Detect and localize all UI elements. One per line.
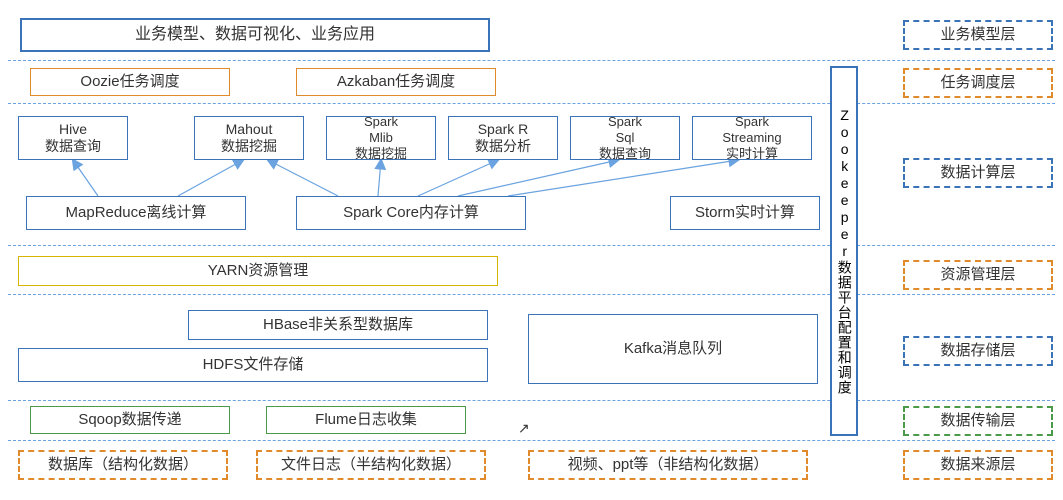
- layer-label-transfer: 数据传输层: [903, 406, 1053, 436]
- layer-separator-4: [8, 400, 1055, 401]
- src-log: 文件日志（半结构化数据）: [256, 450, 486, 480]
- mouse-cursor-icon: ↖: [518, 420, 530, 437]
- hbase: HBase非关系型数据库: [188, 310, 488, 340]
- mahout: Mahout 数据挖掘: [194, 116, 304, 160]
- arrow-mapreduce-to-mahout: [178, 160, 243, 196]
- mapreduce: MapReduce离线计算: [26, 196, 246, 230]
- spark-mlib: Spark Mlib 数据挖掘: [326, 116, 436, 160]
- storm: Storm实时计算: [670, 196, 820, 230]
- spark-stream: Spark Streaming 实时计算: [692, 116, 812, 160]
- layer-label-biz_model: 业务模型层: [903, 20, 1053, 50]
- arrow-spark-core-to-spark-stream: [508, 160, 738, 196]
- azkaban: Azkaban任务调度: [296, 68, 496, 96]
- kafka: Kafka消息队列: [528, 314, 818, 384]
- arrow-mapreduce-to-hive: [73, 160, 98, 196]
- layer-label-source: 数据来源层: [903, 450, 1053, 480]
- spark-core: Spark Core内存计算: [296, 196, 526, 230]
- zookeeper-column: Zookeeper数据平台配置和调度: [830, 66, 858, 436]
- yarn: YARN资源管理: [18, 256, 498, 286]
- oozie: Oozie任务调度: [30, 68, 230, 96]
- arrow-spark-core-to-spark-sql: [458, 160, 618, 196]
- hdfs: HDFS文件存储: [18, 348, 488, 382]
- arrow-spark-core-to-mahout: [268, 160, 338, 196]
- hive: Hive 数据查询: [18, 116, 128, 160]
- layer-label-resource: 资源管理层: [903, 260, 1053, 290]
- layer-separator-5: [8, 440, 1055, 441]
- src-db: 数据库（结构化数据）: [18, 450, 228, 480]
- layer-separator-0: [8, 60, 1055, 61]
- flume: Flume日志收集: [266, 406, 466, 434]
- spark-sql: Spark Sql 数据查询: [570, 116, 680, 160]
- sqoop: Sqoop数据传递: [30, 406, 230, 434]
- biz-app: 业务模型、数据可视化、业务应用: [20, 18, 490, 52]
- src-video: 视频、ppt等（非结构化数据）: [528, 450, 808, 480]
- layer-separator-3: [8, 294, 1055, 295]
- layer-separator-2: [8, 245, 1055, 246]
- layer-label-storage: 数据存储层: [903, 336, 1053, 366]
- layer-label-scheduler: 任务调度层: [903, 68, 1053, 98]
- layer-label-compute: 数据计算层: [903, 158, 1053, 188]
- arrow-spark-core-to-spark-r: [418, 160, 498, 196]
- diagram-canvas: 业务模型、数据可视化、业务应用 Oozie任务调度 Azkaban任务调度 Hive …: [8, 8, 1055, 492]
- layer-separator-1: [8, 103, 1055, 104]
- spark-r: Spark R 数据分析: [448, 116, 558, 160]
- arrow-spark-core-to-spark-mlib: [378, 160, 381, 196]
